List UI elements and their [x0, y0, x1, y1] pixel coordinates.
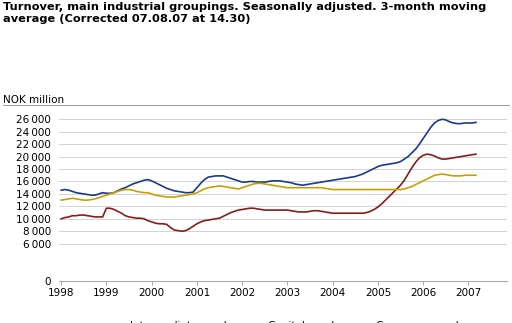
Line: Capital goods: Capital goods	[61, 154, 476, 231]
Consumer goods	[300, 186, 306, 190]
Consumer goods	[473, 173, 479, 177]
Capital goods	[217, 216, 223, 220]
Intermediate goods	[473, 120, 479, 124]
Line: Intermediate goods: Intermediate goods	[61, 119, 476, 195]
Intermediate goods	[465, 121, 472, 125]
Text: NOK million: NOK million	[3, 95, 63, 105]
Intermediate goods	[217, 174, 223, 178]
Consumer goods	[212, 184, 219, 188]
Intermediate goods	[439, 117, 445, 121]
Consumer goods	[250, 182, 257, 186]
Intermediate goods	[58, 188, 64, 192]
Intermediate goods	[167, 188, 174, 192]
Consumer goods	[462, 173, 468, 177]
Line: Consumer goods: Consumer goods	[61, 174, 476, 200]
Capital goods	[303, 210, 309, 214]
Consumer goods	[164, 195, 170, 199]
Capital goods	[153, 221, 159, 225]
Legend: Intermediate goods, Capital goods, Consumer goods: Intermediate goods, Capital goods, Consu…	[97, 317, 468, 323]
Consumer goods	[439, 172, 445, 176]
Capital goods	[473, 152, 479, 156]
Capital goods	[465, 153, 472, 157]
Capital goods	[179, 229, 185, 233]
Intermediate goods	[254, 180, 260, 184]
Capital goods	[164, 223, 170, 226]
Intermediate goods	[303, 182, 309, 186]
Intermediate goods	[88, 193, 94, 197]
Capital goods	[254, 207, 260, 211]
Text: Turnover, main industrial groupings. Seasonally adjusted. 3-month moving
average: Turnover, main industrial groupings. Sea…	[3, 2, 486, 24]
Consumer goods	[58, 198, 64, 202]
Intermediate goods	[156, 182, 162, 186]
Capital goods	[58, 217, 64, 221]
Consumer goods	[153, 193, 159, 197]
Capital goods	[424, 152, 430, 156]
